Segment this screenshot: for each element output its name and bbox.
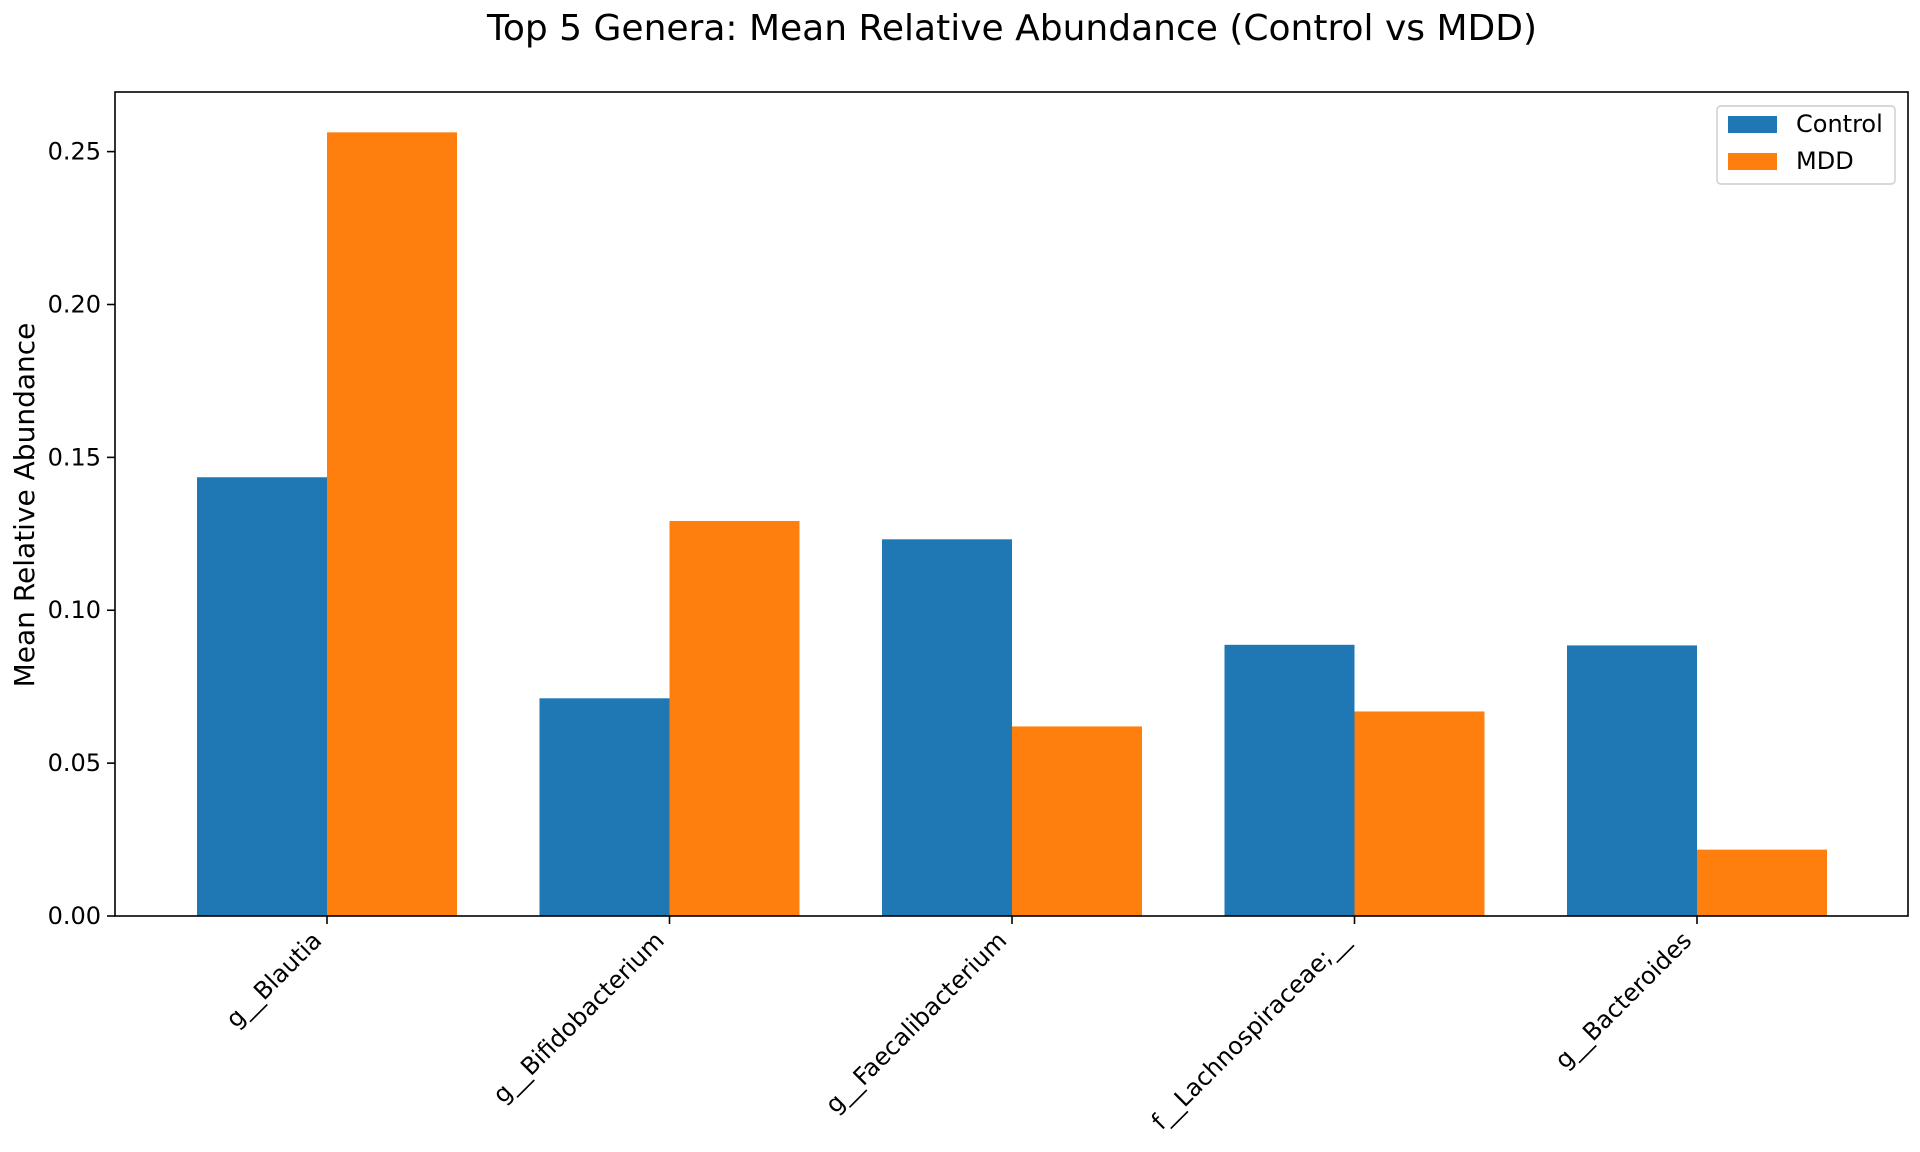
bar-control-3 [1224,644,1355,916]
y-tick-label: 0.05 [48,749,101,777]
y-tick-label: 0.20 [48,290,101,318]
x-ticks: g__Blautia g__Bifidobacterium g__Faecaliba… [220,916,1698,1136]
bar-control-2 [882,539,1012,916]
bar-control-4 [1567,645,1697,916]
x-tick-label: g__Blautia [220,926,327,1033]
bar-control-0 [197,477,327,916]
bar-mdd-4 [1697,849,1827,916]
x-tick-label: g__Faecalibacterium [820,926,1012,1118]
bars-group [197,132,1827,916]
x-tick-label: g__Bifidobacterium [487,926,669,1108]
legend-swatch-mdd [1728,153,1777,170]
y-tick-label: 0.15 [48,443,101,471]
legend-label-control: Control [1796,110,1883,138]
y-tick-label: 0.25 [48,138,101,166]
x-tick-label: f__Lachnospiraceae;__ [1146,926,1356,1136]
legend-label-mdd: MDD [1796,147,1854,175]
y-ticks: 0.00 0.05 0.10 0.15 0.20 0.25 [48,138,115,930]
bar-mdd-0 [327,132,457,916]
x-tick-label: g__Bacteroides [1549,926,1697,1074]
chart-title: Top 5 Genera: Mean Relative Abundance (C… [486,8,1537,49]
legend-swatch-control [1728,116,1777,133]
plot-frame [114,91,1909,917]
bar-mdd-3 [1354,711,1485,916]
legend: Control MDD [1716,105,1896,185]
y-tick-label: 0.00 [48,902,101,930]
y-axis-label: Mean Relative Abundance [8,323,41,688]
bar-control-1 [539,698,670,916]
bar-mdd-2 [1012,726,1142,916]
y-tick-label: 0.10 [48,596,101,624]
bar-mdd-1 [669,520,800,916]
